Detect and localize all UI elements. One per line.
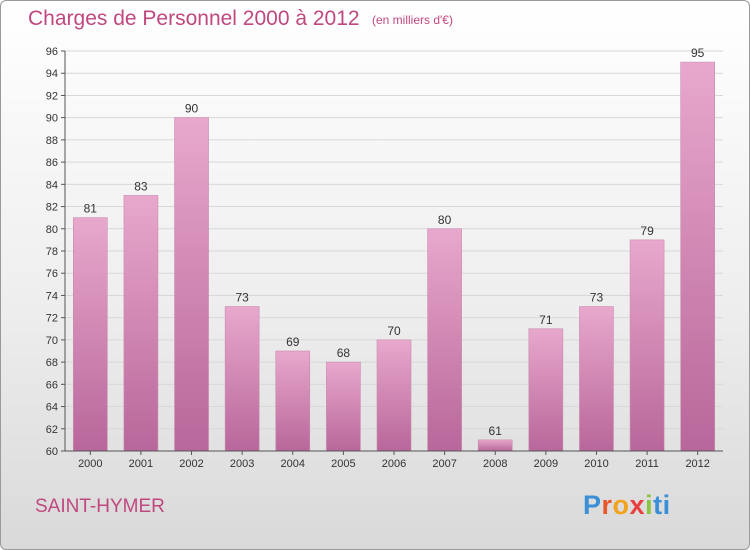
y-tick-label: 88 (46, 135, 58, 147)
place-name: SAINT-HYMER (35, 496, 165, 517)
data-label: 70 (387, 324, 401, 338)
y-tick-label: 72 (46, 313, 58, 325)
data-label: 95 (691, 46, 705, 60)
x-tick-label: 2011 (635, 458, 659, 470)
x-tick-label: 2003 (230, 458, 254, 470)
y-tick-label: 82 (46, 202, 58, 214)
x-tick-label: 2009 (534, 458, 558, 470)
y-tick-label: 90 (46, 113, 58, 125)
labels: 60 62 64 66 68 70 72 74 76 78 80 82 84 86 88 90 92 94 96 20… (46, 46, 710, 470)
bars (73, 61, 715, 452)
bar (579, 306, 614, 452)
y-tick-label: 76 (46, 268, 58, 280)
data-label: 90 (185, 102, 199, 116)
data-label: 73 (235, 291, 249, 305)
x-tick-label: 2004 (281, 458, 305, 470)
data-label: 61 (489, 424, 503, 438)
y-tick-label: 60 (46, 446, 58, 458)
bar (376, 339, 412, 452)
bar (680, 61, 715, 452)
x-tick-label: 2010 (584, 458, 608, 470)
data-label: 68 (337, 346, 351, 360)
chart-title: Charges de Personnel 2000 à 2012 (28, 7, 360, 30)
y-tick-label: 84 (46, 179, 58, 191)
proxiti-logo: Proxiti (583, 490, 671, 520)
y-tick-label: 68 (46, 357, 58, 369)
data-label: 71 (539, 313, 553, 327)
x-tick-label: 2005 (331, 458, 355, 470)
x-tick-label: 2001 (129, 458, 153, 470)
data-label: 73 (590, 291, 604, 305)
y-tick-label: 62 (46, 424, 58, 436)
y-tick-label: 94 (46, 68, 58, 80)
bar (326, 361, 361, 452)
y-tick-label: 78 (46, 246, 58, 258)
bar (629, 239, 665, 452)
chart-subtitle: (en milliers d'€) (372, 13, 453, 27)
bar (427, 228, 462, 452)
y-tick-label: 74 (46, 290, 58, 302)
data-label: 81 (84, 202, 98, 216)
bar (123, 195, 159, 452)
y-tick-label: 70 (46, 335, 58, 347)
axes (61, 50, 723, 455)
x-tick-label: 2006 (382, 458, 406, 470)
bar (528, 328, 564, 452)
bar (275, 350, 311, 452)
bar (174, 117, 209, 452)
bar (73, 217, 108, 452)
bar (477, 439, 513, 452)
data-label: 80 (438, 213, 452, 227)
y-tick-label: 80 (46, 224, 58, 236)
x-tick-label: 2002 (179, 458, 203, 470)
y-tick-label: 96 (46, 46, 58, 58)
data-label: 79 (640, 224, 654, 238)
x-tick-label: 2007 (432, 458, 456, 470)
x-tick-label: 2012 (685, 458, 709, 470)
data-label: 69 (286, 335, 300, 349)
bar (224, 306, 260, 452)
y-tick-label: 86 (46, 157, 58, 169)
x-tick-label: 2000 (78, 458, 102, 470)
y-tick-label: 66 (46, 379, 58, 391)
x-tick-label: 2008 (483, 458, 507, 470)
data-label: 83 (134, 179, 148, 193)
y-tick-label: 92 (46, 90, 58, 102)
y-tick-label: 64 (46, 402, 58, 414)
